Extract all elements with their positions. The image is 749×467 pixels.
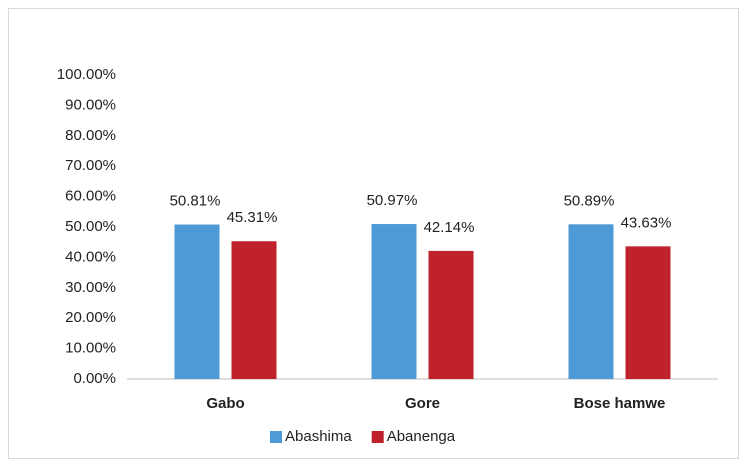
- y-tick-label: 30.00%: [65, 279, 116, 296]
- legend-label: Abashima: [285, 428, 352, 445]
- value-label: 45.31%: [227, 209, 278, 226]
- legend-swatch: [270, 431, 282, 443]
- y-tick-label: 40.00%: [65, 248, 116, 265]
- x-tick-label: Bose hamwe: [574, 395, 666, 412]
- value-label: 42.14%: [424, 219, 475, 236]
- bar: [371, 224, 417, 379]
- bar: [231, 241, 277, 379]
- value-label: 50.81%: [170, 193, 221, 210]
- y-tick-label: 80.00%: [65, 127, 116, 144]
- y-tick-label: 70.00%: [65, 157, 116, 174]
- value-label: 50.97%: [367, 192, 418, 209]
- x-tick-label: Gabo: [206, 395, 244, 412]
- x-tick-label: Gore: [405, 395, 440, 412]
- y-tick-label: 50.00%: [65, 218, 116, 235]
- value-label: 43.63%: [621, 214, 672, 231]
- legend-swatch: [371, 431, 384, 443]
- y-tick-label: 20.00%: [65, 309, 116, 326]
- bar: [568, 224, 614, 379]
- bar: [428, 250, 474, 379]
- bar: [625, 246, 671, 379]
- bar: [174, 224, 220, 379]
- y-tick-label: 90.00%: [65, 96, 116, 113]
- legend-label: Abanenga: [387, 428, 456, 445]
- y-tick-label: 100.00%: [57, 66, 116, 83]
- value-label: 50.89%: [564, 192, 615, 209]
- y-tick-label: 0.00%: [73, 370, 116, 387]
- y-tick-label: 10.00%: [65, 340, 116, 357]
- y-tick-label: 60.00%: [65, 188, 116, 205]
